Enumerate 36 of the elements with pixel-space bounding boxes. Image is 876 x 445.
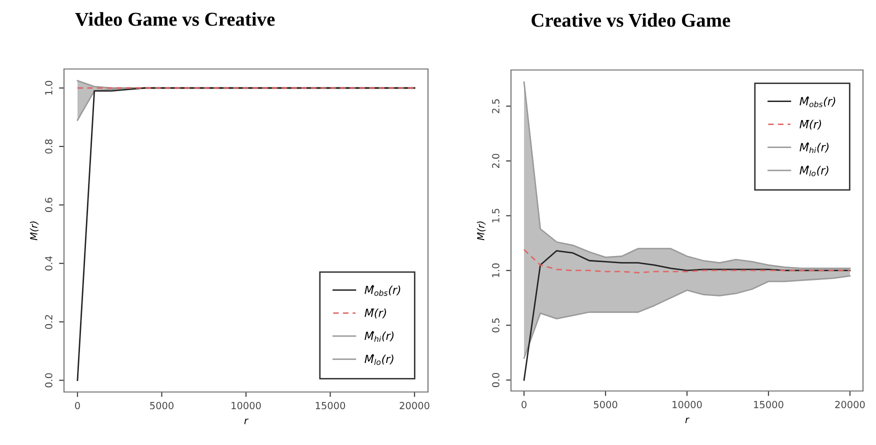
legend-label: M̂$_{hi}$(r) (800, 142, 829, 154)
y-axis-title: M(r) (476, 222, 486, 240)
legend-label: M̂$_{hi}$(r) (364, 331, 394, 342)
chart-title: Creative vs Video Game (532, 13, 730, 27)
y-tick-label: 0.6 (45, 198, 52, 212)
x-tick-label: 15000 (316, 402, 346, 410)
x-tick-label: 15000 (754, 400, 784, 408)
y-tick-label: 1.5 (492, 208, 500, 222)
x-tick-label: 20000 (835, 400, 865, 408)
x-tick-label: 0 (522, 400, 526, 408)
y-tick-label: 2.5 (492, 99, 500, 114)
y-tick-label: 1.0 (45, 80, 52, 95)
legend-label: M̄(r) (364, 308, 386, 318)
y-tick-label: 0.0 (492, 372, 500, 388)
legend-label: M̂$_{obs}$(r) (800, 96, 836, 108)
x-tick-label: 10000 (672, 400, 702, 408)
legend-label: M̂$_{lo}$(r) (800, 165, 828, 176)
x-axis-title: r (244, 418, 249, 424)
y-tick-label: 1.0 (492, 263, 500, 278)
x-axis-title: r (685, 418, 690, 424)
x-tick-label: 10000 (232, 402, 261, 410)
y-tick-label: 0.8 (45, 139, 52, 154)
x-tick-label: 5000 (594, 400, 618, 408)
x-tick-label: 0 (75, 402, 80, 410)
legend-label: M̄(r) (800, 120, 822, 130)
x-tick-label: 20000 (400, 402, 430, 410)
chart-title: Video Game vs Creative (75, 12, 275, 26)
legend-label: M̂$_{lo}$(r) (364, 354, 394, 365)
y-tick-label: 0.0 (45, 373, 52, 388)
y-tick-label: 0.4 (45, 256, 52, 270)
y-tick-label: 2.0 (492, 154, 500, 168)
y-axis-title: M(r) (30, 222, 39, 240)
x-tick-label: 5000 (150, 402, 174, 410)
y-tick-label: 0.5 (492, 318, 500, 332)
legend-label: M̂$_{obs}$(r) (364, 285, 400, 296)
y-tick-label: 0.2 (45, 315, 52, 329)
